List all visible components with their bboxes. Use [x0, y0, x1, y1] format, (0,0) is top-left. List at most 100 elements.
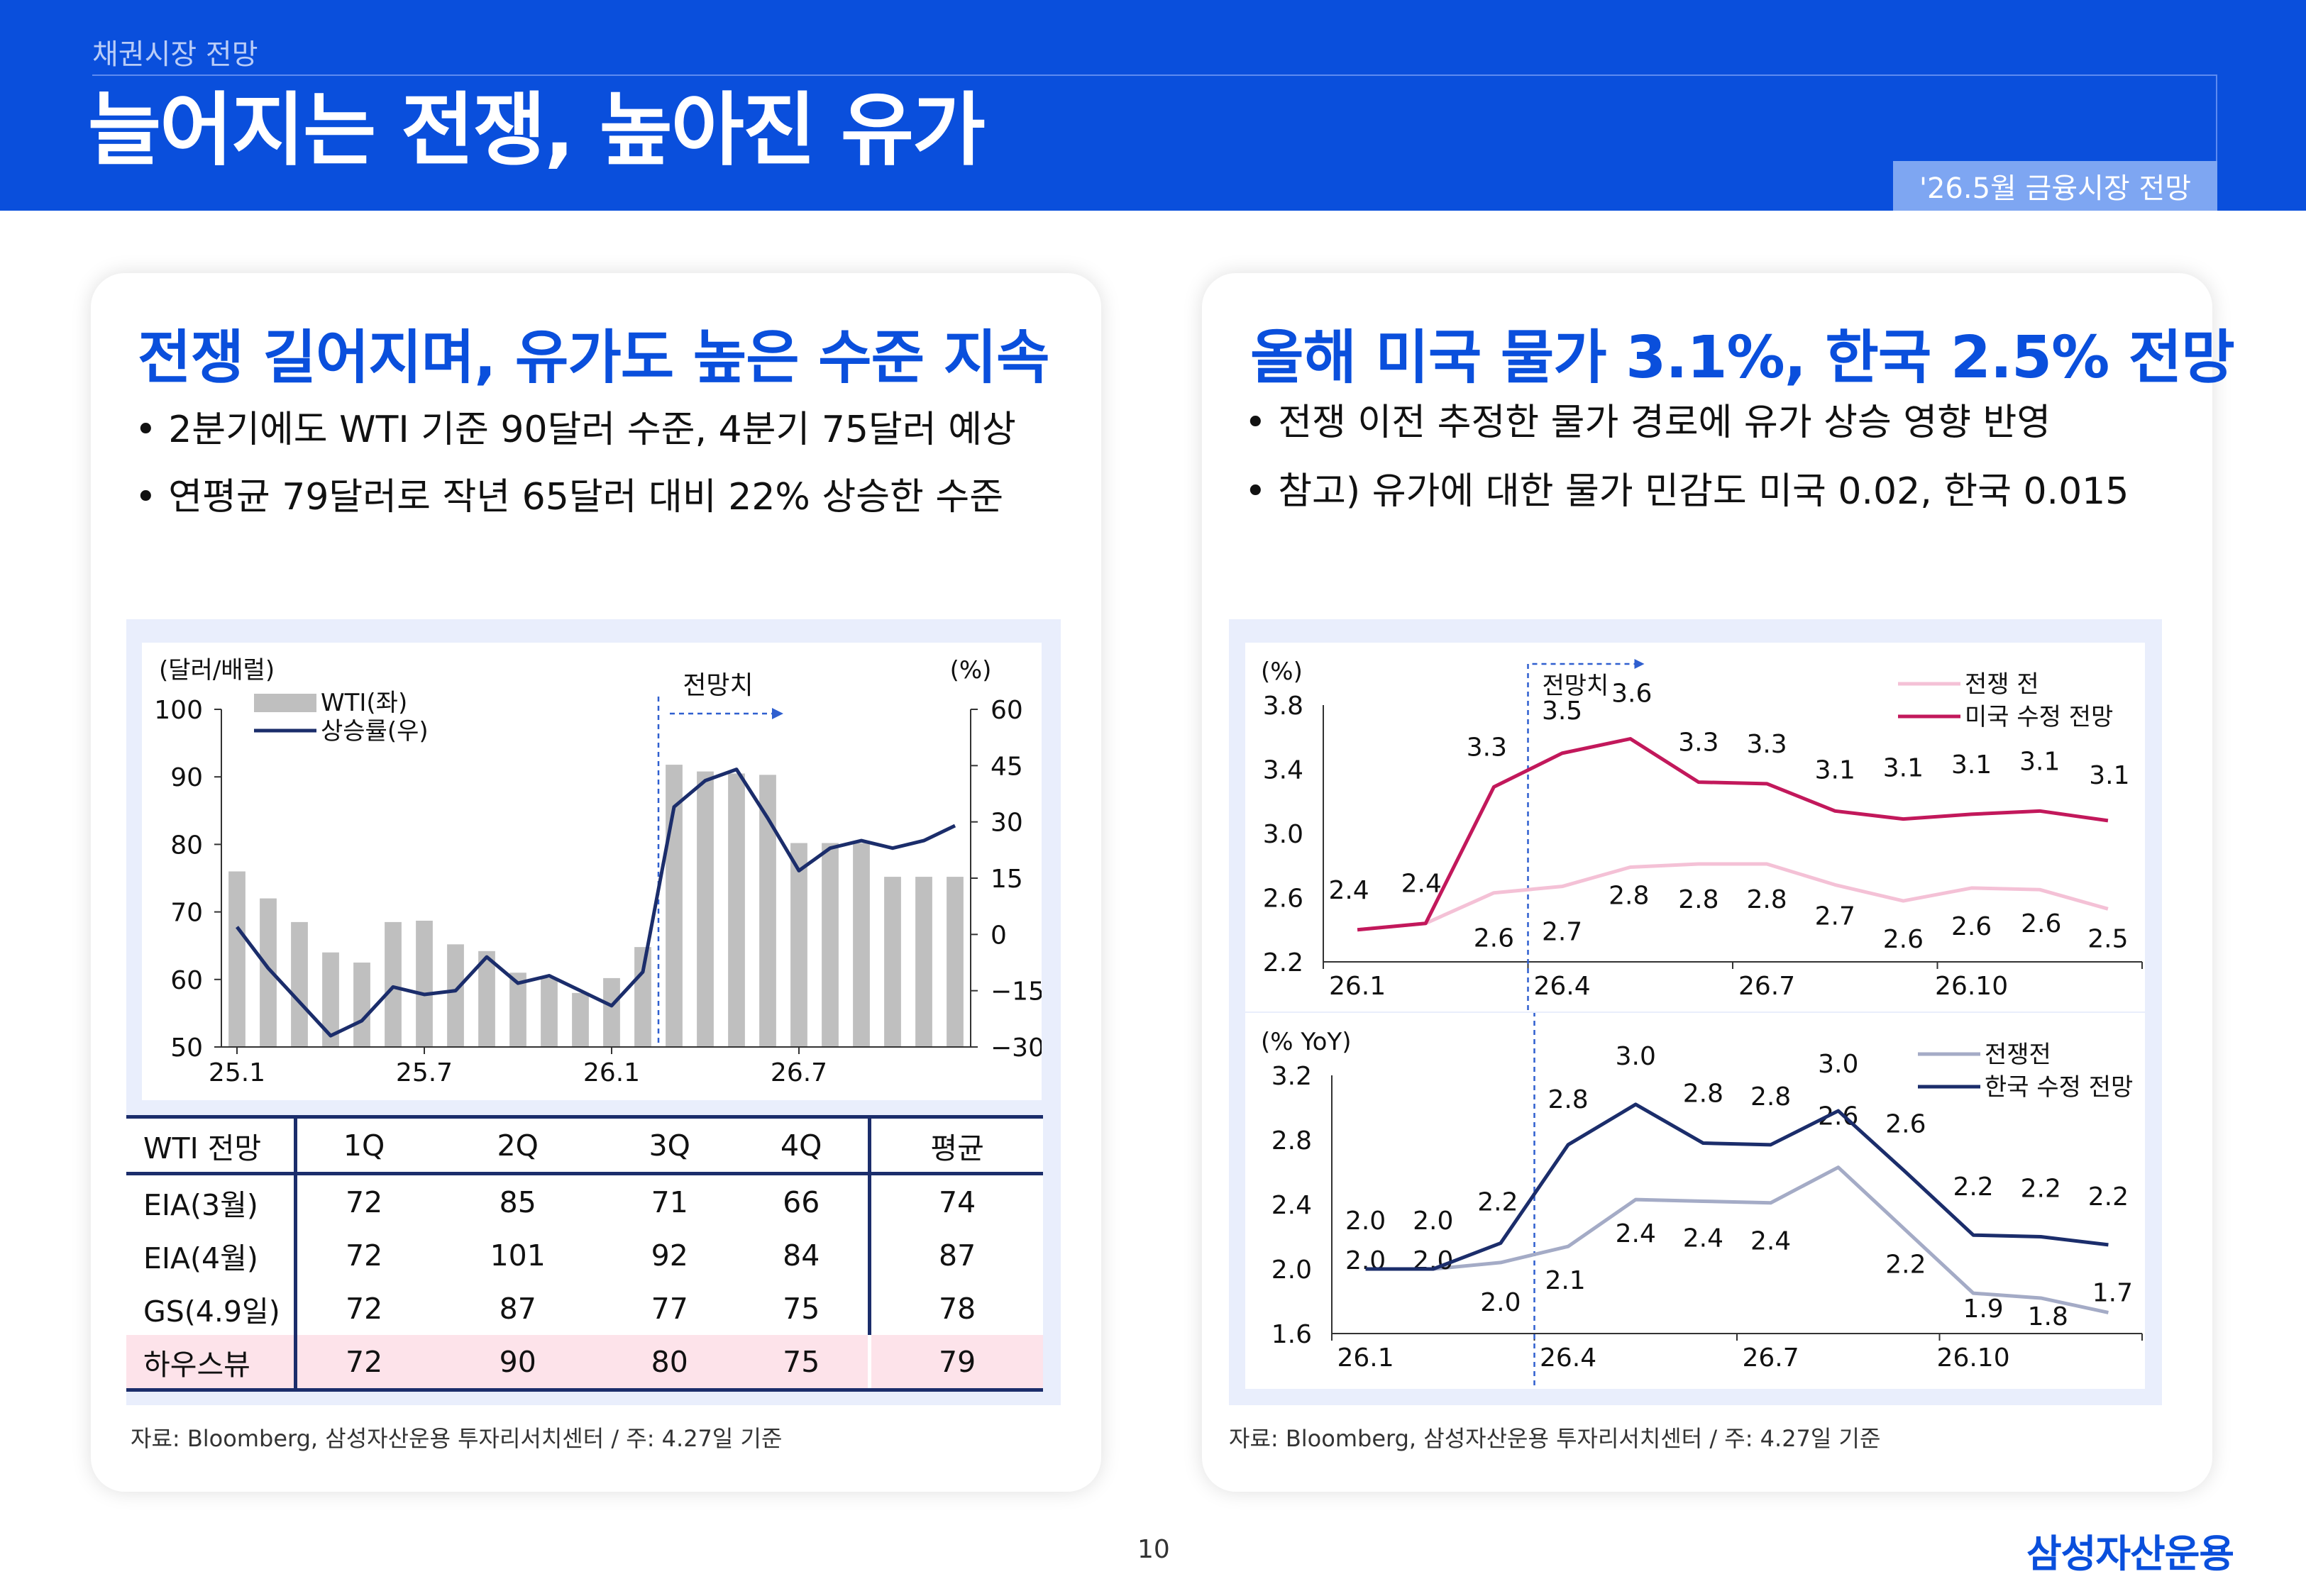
data-label: 2.6 [1883, 925, 1924, 954]
table-row-label: GS(4.9일) [126, 1282, 297, 1335]
section-breadcrumb: 채권시장 전망 [92, 38, 258, 71]
data-label: 2.1 [1545, 1266, 1585, 1295]
data-label: 2.4 [1683, 1224, 1723, 1253]
legend-label: WTI(좌) [321, 689, 407, 717]
table-row: EIA(3월) 72 85 71 66 74 [126, 1173, 1043, 1229]
pre-war-line [1365, 1165, 2109, 1314]
wti-bar [822, 843, 839, 1047]
table-cell: 80 [605, 1335, 735, 1392]
data-label: 2.2 [1477, 1188, 1518, 1217]
data-label: 3.3 [1467, 733, 1507, 762]
wti-forecast-table: WTI 전망 1Q 2Q 3Q 4Q 평균 EIA(3월) 72 85 71 6… [126, 1115, 1043, 1392]
x-tick-label: 26.1 [1329, 972, 1386, 1001]
data-label: 1.8 [2028, 1302, 2068, 1331]
table-row-houseview: 하우스뷰 72 90 80 75 79 [126, 1335, 1043, 1392]
data-label: 3.0 [1818, 1050, 1858, 1079]
y-tick-label: 3.8 [1263, 692, 1303, 721]
y-tick-label: 3.0 [1263, 820, 1303, 849]
oil-bullet-2: • 연평균 79달러로 작년 65달러 대비 22% 상승한 수준 [135, 476, 1004, 519]
data-label: 2.8 [1750, 1082, 1791, 1112]
data-label: 2.7 [1815, 902, 1855, 931]
wti-bar [385, 921, 402, 1047]
y-tick-label: 2.6 [1263, 885, 1303, 914]
y2-tick-label: 30 [991, 809, 1023, 838]
data-label: 3.5 [1542, 697, 1582, 726]
data-label: 2.6 [1885, 1110, 1926, 1139]
data-label: 2.4 [1328, 876, 1369, 905]
table-cell: 77 [651, 1291, 688, 1326]
x-tick-label: 26.1 [583, 1058, 640, 1087]
table-cell: 74 [868, 1173, 1043, 1229]
inflation-bullet-1: • 전쟁 이전 추정한 물가 경로에 유가 상승 영향 반영 [1245, 401, 2051, 444]
data-label: 2.8 [1609, 882, 1649, 911]
legend-label: 전쟁전 [1985, 1041, 2051, 1069]
y2-tick-label: 45 [991, 752, 1023, 781]
page-number: 10 [1137, 1535, 1170, 1564]
data-label: 1.7 [2092, 1278, 2133, 1307]
wti-bar [728, 773, 745, 1047]
y-tick-label: 90 [170, 763, 203, 792]
y-axis-unit: (달러/배럴) [159, 656, 275, 685]
data-label: 1.9 [1963, 1295, 2003, 1324]
y2-tick-label: −30 [991, 1033, 1042, 1063]
header-rule-vertical [2216, 74, 2217, 167]
korea-cpi-chart: 3.2 2.8 2.4 2.0 1.6 26.1 26.4 26.7 26.10 (% YoY) 2… [1245, 1013, 2145, 1389]
table-cell: 85 [499, 1185, 536, 1219]
table-cell: 72 [345, 1291, 383, 1326]
wti-bar [416, 920, 433, 1047]
x-tick-label: 26.10 [1935, 972, 2008, 1001]
wti-bar [853, 843, 870, 1047]
wti-bar [915, 877, 932, 1047]
wti-bar [260, 898, 277, 1047]
data-label: 3.1 [1951, 750, 1992, 780]
wti-bar [509, 972, 526, 1047]
y-tick-label: 50 [170, 1033, 203, 1063]
legend-label: 전쟁 전 [1965, 670, 2039, 699]
table-row-label: EIA(4월) [126, 1229, 297, 1282]
y-axis-unit: (%) [1261, 658, 1303, 686]
legend-bar-swatch [254, 694, 316, 712]
table-cell: 87 [499, 1291, 536, 1326]
table-header-cell: 3Q [605, 1115, 735, 1175]
inflation-card-heading: 올해 미국 물가 3.1%, 한국 2.5% 전망 [1250, 324, 2235, 392]
x-tick-label: 26.7 [1743, 1343, 1799, 1373]
table-header-cell: 평균 [868, 1115, 1043, 1175]
y-tick-label: 1.6 [1271, 1320, 1312, 1349]
table-header-row: WTI 전망 1Q 2Q 3Q 4Q 평균 [126, 1115, 1043, 1175]
wti-bar [353, 963, 370, 1047]
pre-war-line [1357, 862, 2109, 932]
forecast-arrow-head [1634, 659, 1645, 669]
legend-label: 상승률(우) [321, 717, 429, 746]
x-tick-label: 26.7 [771, 1058, 827, 1087]
wti-bar [478, 951, 495, 1047]
data-label: 2.0 [1413, 1246, 1453, 1275]
data-label: 2.0 [1480, 1288, 1521, 1317]
y-tick-label: 100 [154, 696, 203, 725]
table-cell: 92 [651, 1238, 688, 1273]
y-axis-unit: (% YoY) [1261, 1028, 1351, 1056]
table-cell: 72 [345, 1185, 383, 1219]
y2-tick-label: −15 [991, 977, 1042, 1007]
y-tick-label: 2.4 [1271, 1191, 1312, 1220]
wti-bar [291, 921, 308, 1047]
wti-bar [541, 977, 558, 1047]
wti-bar [603, 977, 620, 1047]
x-tick-label: 25.7 [396, 1058, 453, 1087]
data-label: 2.2 [1885, 1250, 1926, 1279]
y-tick-label: 2.0 [1271, 1256, 1312, 1285]
data-label: 2.8 [1683, 1080, 1723, 1109]
table-cell: 87 [868, 1229, 1043, 1282]
data-label: 3.6 [1611, 680, 1652, 709]
table-row: GS(4.9일) 72 87 77 75 78 [126, 1282, 1043, 1335]
x-tick-label: 25.1 [209, 1058, 265, 1087]
wti-bar [634, 947, 651, 1047]
data-label: 3.1 [1883, 754, 1924, 783]
y-tick-label: 3.2 [1271, 1062, 1312, 1091]
inflation-source-note: 자료: Bloomberg, 삼성자산운용 투자리서치센터 / 주: 4.27일… [1229, 1425, 1881, 1452]
table-row-label: EIA(3월) [126, 1173, 297, 1229]
data-label: 2.5 [2087, 924, 2128, 953]
data-label: 2.0 [1345, 1207, 1386, 1236]
legend-label: 미국 수정 전망 [1965, 703, 2113, 731]
revised-forecast-line [1357, 737, 2109, 932]
x-tick-label: 26.10 [1937, 1343, 2010, 1373]
